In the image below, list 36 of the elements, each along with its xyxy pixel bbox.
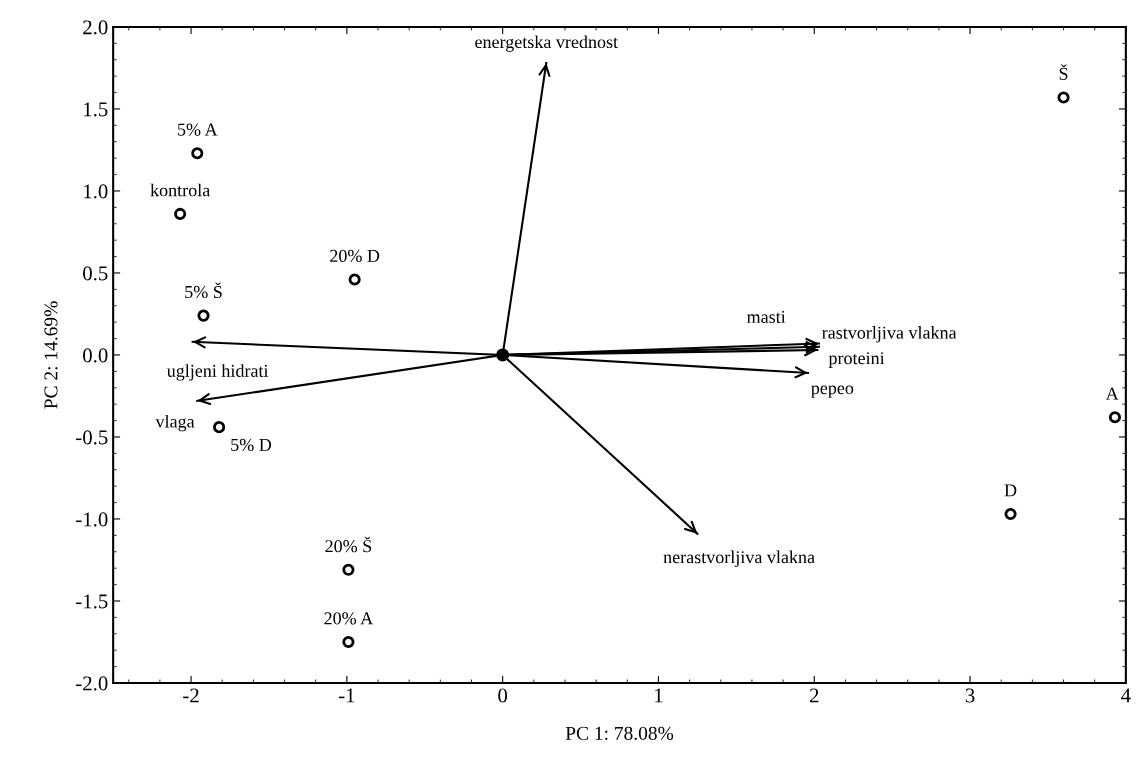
annotation: masti (746, 310, 786, 324)
x-tick-label: -2 (183, 688, 199, 703)
x-tick-label: 4 (1121, 688, 1131, 703)
annotation: pepeo (811, 385, 854, 398)
annotation: rastvorljiva vlakna (822, 326, 957, 343)
y-tick-label: 0.5 (83, 266, 108, 281)
y-tick-label: -1.5 (76, 594, 108, 609)
annotation: 20% Š (325, 536, 372, 553)
x-tick-label: 2 (809, 688, 819, 703)
annotation: 20% A (324, 612, 374, 625)
annotation: 5% D (231, 438, 272, 452)
annotation: A (1105, 387, 1119, 400)
x-tick-label: 1 (655, 688, 663, 703)
annotation: D (1004, 484, 1017, 497)
annotation: 5% Š (185, 282, 222, 299)
annotation: Š (1059, 64, 1068, 80)
x-tick-label: 3 (965, 688, 975, 703)
x-axis-title: PC 1: 78.08% (565, 726, 674, 740)
y-tick-label: 2.0 (83, 20, 108, 35)
y-tick-label: -1.0 (76, 512, 108, 527)
y-tick-label: 1.0 (84, 184, 108, 199)
annotation: vlaga (155, 414, 195, 432)
y-axis-title: PC 2: 14.69% (44, 301, 58, 409)
y-tick-label: 0.0 (83, 348, 108, 363)
x-tick-label: -1 (338, 688, 355, 703)
annotation: nerastvorljiva vlakna (663, 550, 815, 567)
annotation: 5% A (178, 123, 218, 136)
annotation: kontrola (150, 183, 210, 197)
annotation: proteini (828, 352, 885, 368)
annotation: ugljeni hidrati (166, 364, 269, 381)
y-tick-label: -2.0 (76, 676, 108, 691)
annotation: 20% D (330, 249, 380, 263)
y-tick-label: 1.5 (84, 102, 108, 117)
annotation: energetska vrednost (475, 35, 618, 52)
y-tick-label: -0.5 (76, 430, 108, 445)
x-tick-label: 0 (498, 688, 508, 703)
